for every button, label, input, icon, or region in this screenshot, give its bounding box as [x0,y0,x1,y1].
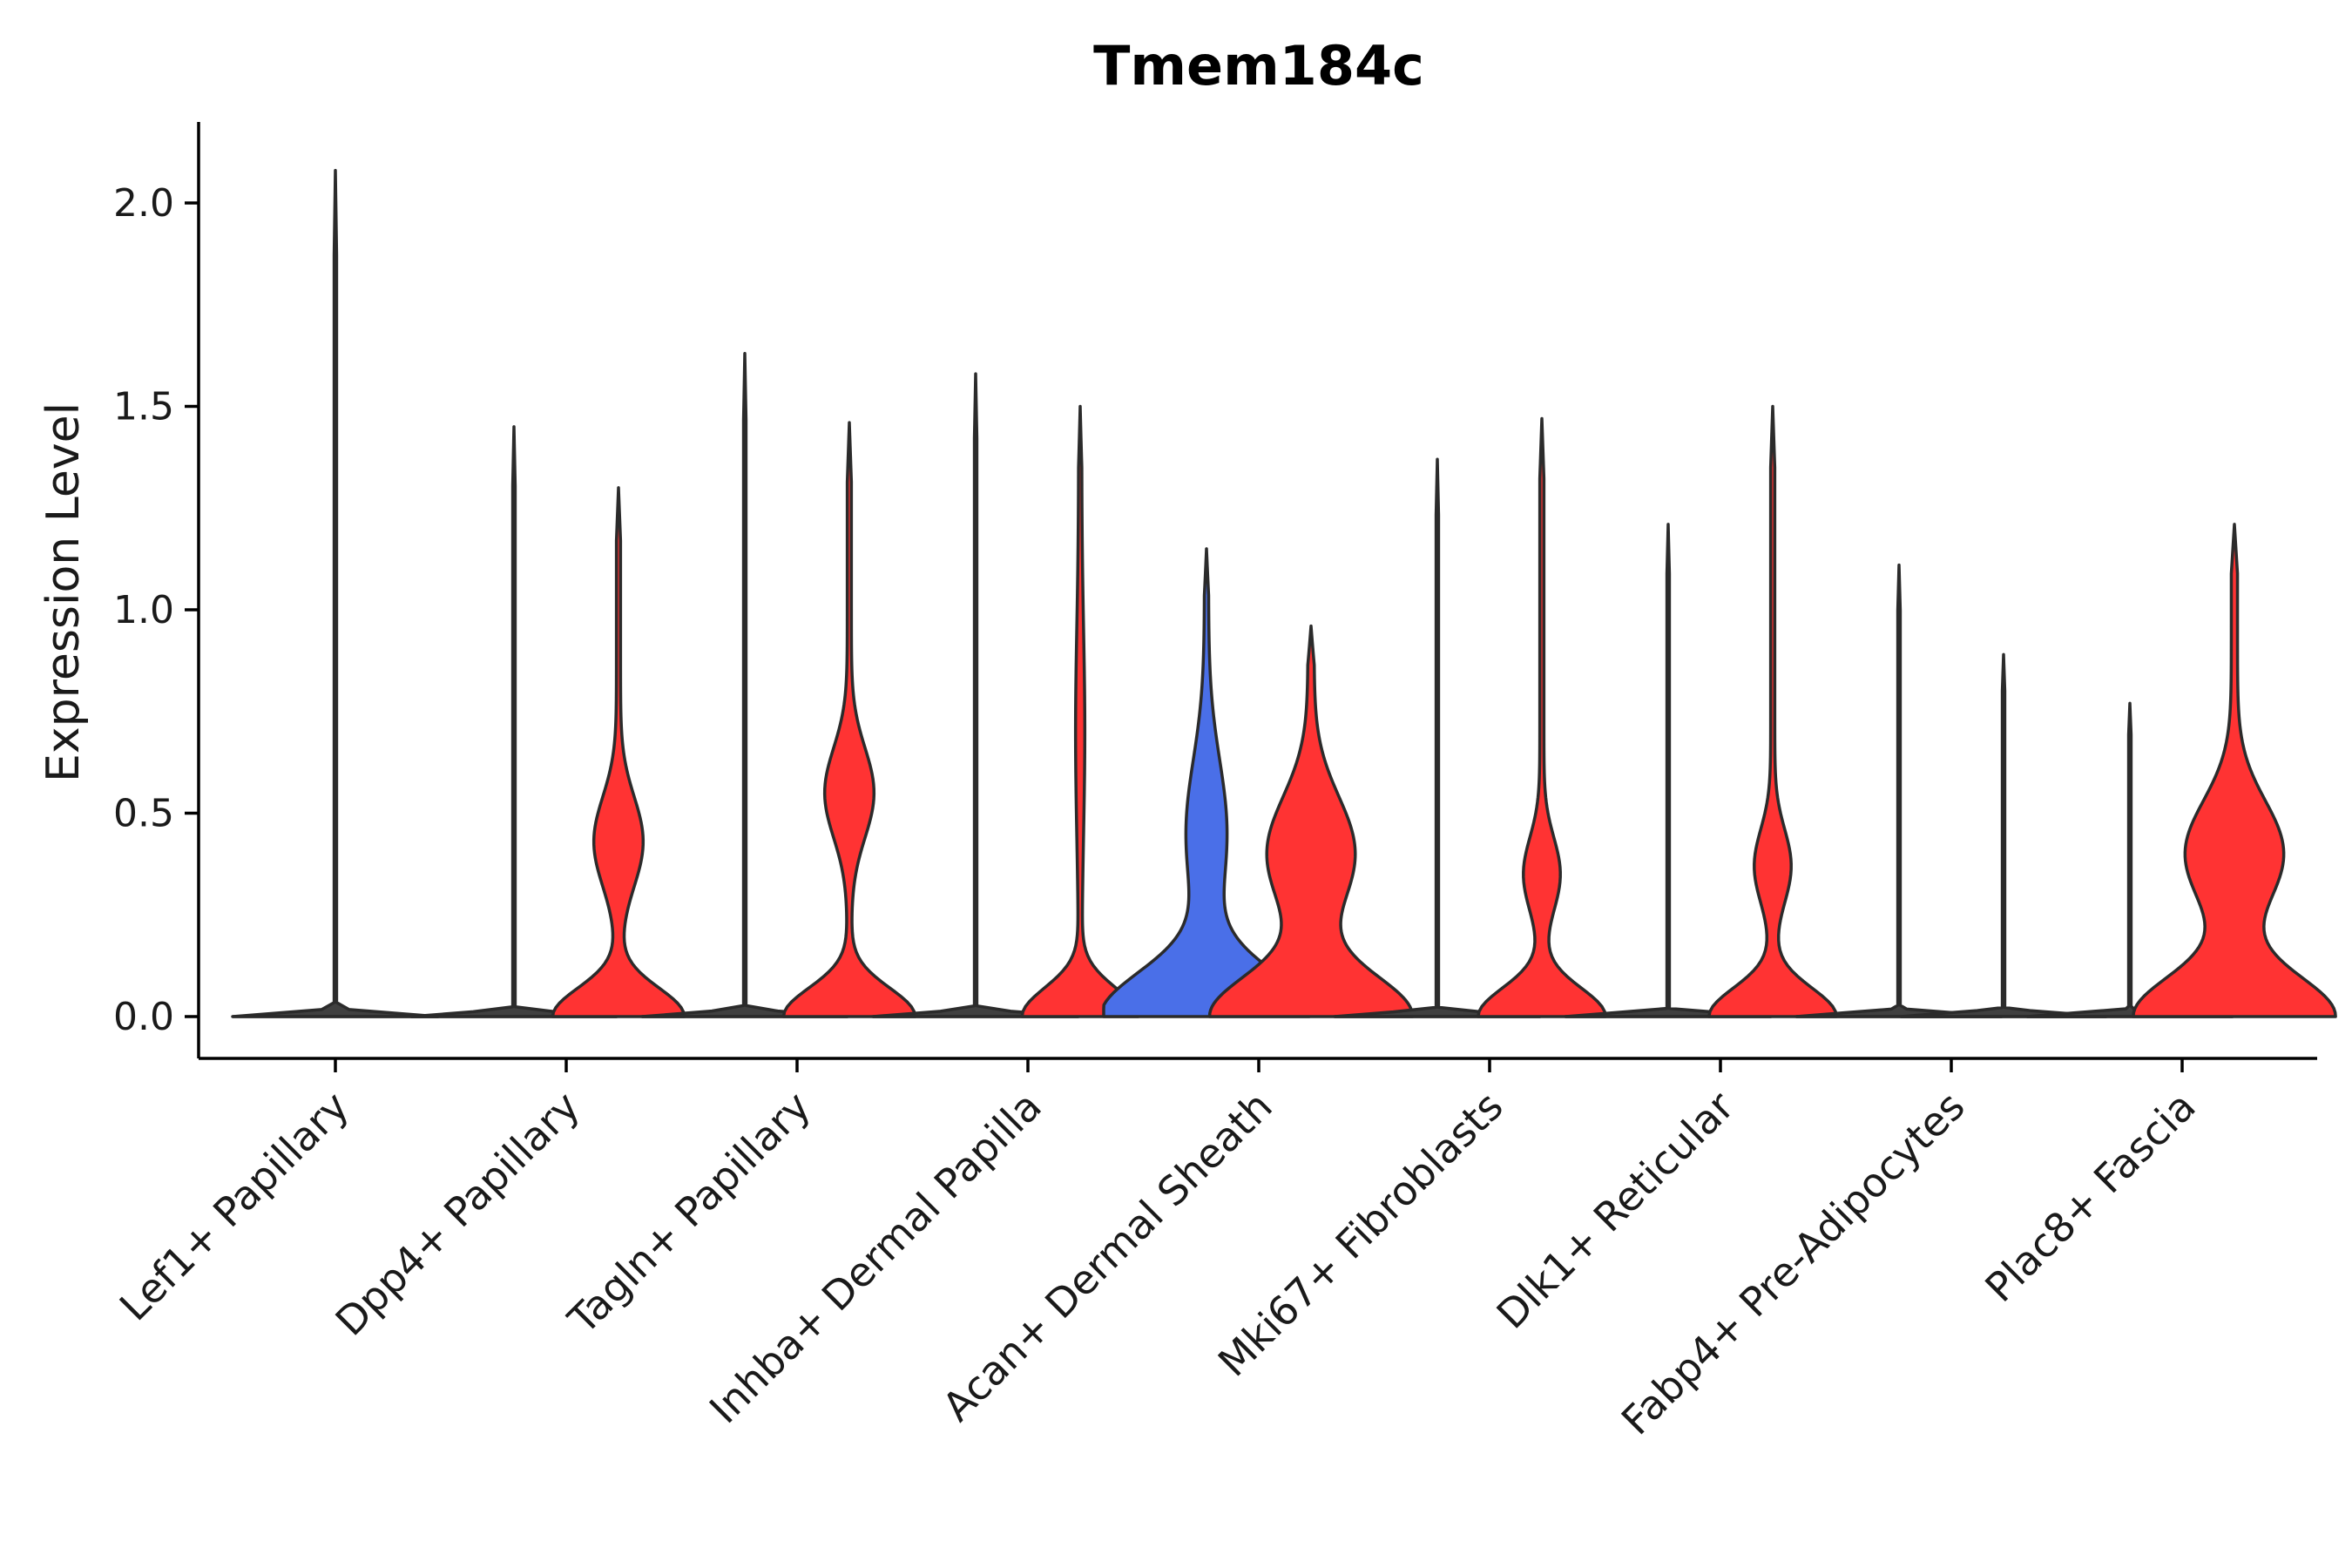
violin-left [1102,547,1311,1018]
y-axis-title: Expression Level [37,402,90,782]
y-tick-label: 1.5 [113,385,174,429]
violin-right [1899,652,2108,1018]
violin-group [231,168,440,1018]
violin-right [781,421,917,1018]
x-tick-label: Dlk1+ Reticular [1488,1083,1743,1338]
chart-title: Tmem184c [1093,34,1424,98]
violin-series [231,168,2337,1018]
violin-left [871,372,1080,1018]
violin-group [640,352,917,1018]
violin-group [1102,547,1415,1018]
y-tick-label: 0.0 [113,995,174,1039]
violin-left [1794,563,2004,1018]
violin-left [231,168,440,1018]
x-tick-label: Dpp4+ Papillary [327,1083,589,1345]
violin-group [1564,404,1838,1018]
violin-left [640,352,849,1018]
violin-left [1564,523,1773,1018]
y-tick-label: 2.0 [113,181,174,226]
violin-right [2132,523,2337,1018]
x-tick-label: Plac8+ Fascia [1976,1083,2204,1311]
violin-right [551,486,686,1018]
y-ticks: 0.0 0.5 1.0 1.5 2.0 [113,181,199,1039]
violin-group [2025,523,2337,1018]
violin-right [1707,404,1838,1018]
violin-right [1020,404,1140,1018]
y-tick-label: 0.5 [113,792,174,836]
violin-left [2025,701,2234,1018]
x-tick-label: Lef1+ Papillary [111,1083,358,1330]
violin-group [1794,563,2108,1018]
violin-group [871,372,1140,1018]
y-tick-label: 1.0 [113,588,174,632]
violin-group [409,425,686,1018]
x-tick-label: Tagln+ Papillary [558,1083,820,1344]
violin-right [1477,416,1607,1018]
violin-left [409,425,618,1018]
violin-group [1333,416,1607,1018]
violin-right [1207,624,1415,1018]
violin-left [1333,457,1542,1018]
